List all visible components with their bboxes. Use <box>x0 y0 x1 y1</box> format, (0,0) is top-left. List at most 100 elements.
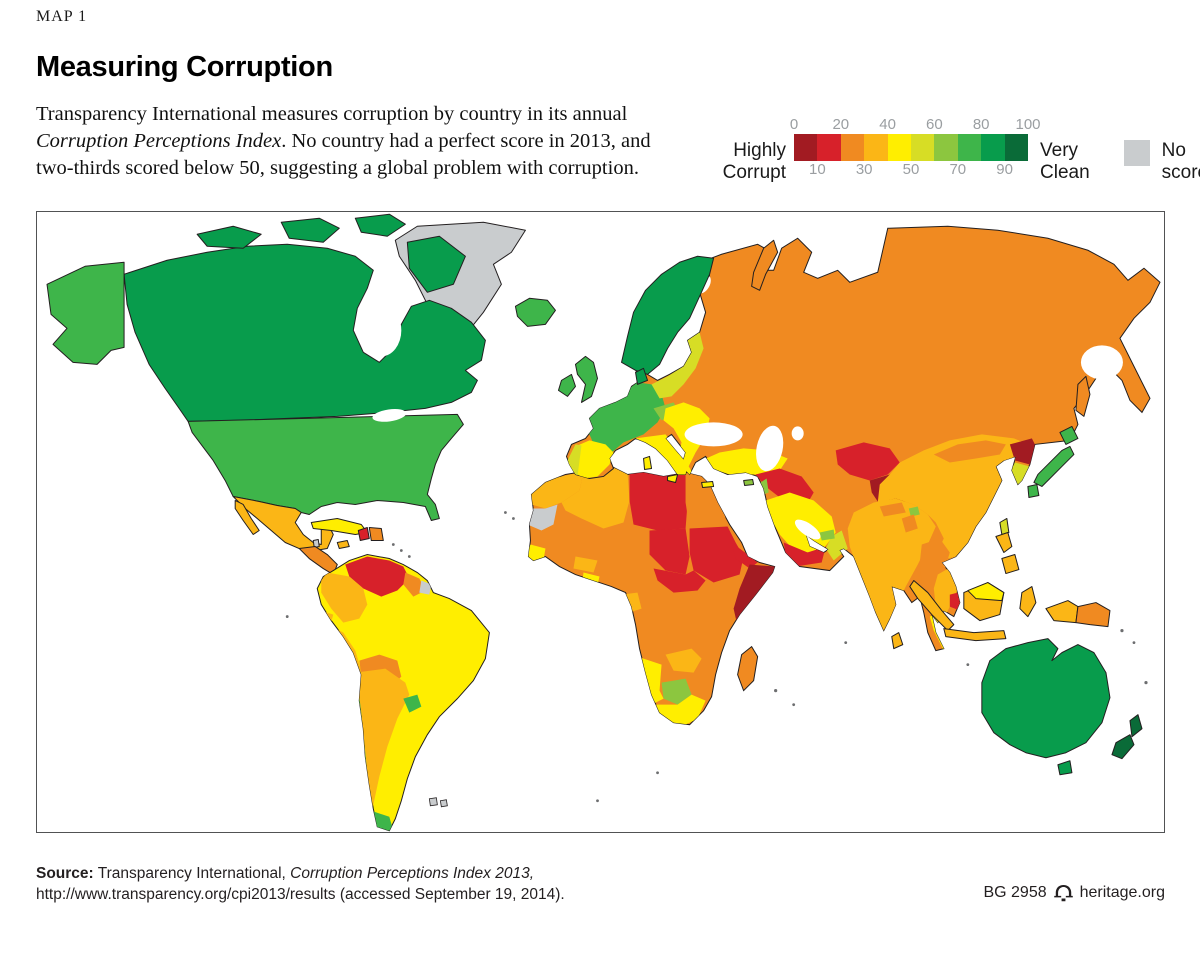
region-japan-hokkaido <box>1059 425 1079 445</box>
region-myanmar <box>919 538 950 609</box>
legend-band-60-70 <box>934 134 958 161</box>
region-indonesia-java <box>943 628 1007 642</box>
region-dominican-republic <box>368 527 384 542</box>
description: Transparency International measures corr… <box>36 101 664 182</box>
region-canada-arctic-island-2 <box>280 217 340 243</box>
legend-tick-60: 60 <box>926 116 943 133</box>
region-poland-baltics <box>651 332 704 399</box>
legend-no-score: No score <box>1123 116 1200 184</box>
legend-ticks-bottom: 10 30 50 70 90 <box>794 161 1028 179</box>
legend-band-50-60 <box>911 134 935 161</box>
legend-tick-30: 30 <box>855 161 873 178</box>
region-western-sahara <box>528 504 558 531</box>
region-falkland-islands <box>428 797 438 807</box>
hudson-bay <box>361 304 402 357</box>
region-senegal <box>528 544 546 563</box>
region-philippines-mindanao <box>1001 554 1020 575</box>
region-china <box>877 434 1034 563</box>
no-score-swatch <box>1123 140 1150 166</box>
legend-right-line2: Clean <box>1040 162 1090 183</box>
region-canada-arctic-island-3 <box>354 213 406 237</box>
region-mongolia <box>933 440 1006 463</box>
region-tasmania <box>1057 760 1073 776</box>
legend-left-label: Highly Corrupt <box>706 116 794 184</box>
legend-tick-0: 0 <box>789 116 799 133</box>
region-australia <box>981 638 1111 759</box>
brand-footer: BG 2958 heritage.org <box>983 884 1165 902</box>
region-falkland-islands-east <box>439 799 448 808</box>
legend-tick-40: 40 <box>879 116 896 133</box>
region-alaska <box>46 261 125 365</box>
region-japan-honshu <box>1033 445 1075 487</box>
region-morocco <box>528 472 584 509</box>
report-id: BG 2958 <box>983 884 1047 901</box>
legend-band-90-100 <box>1004 134 1029 161</box>
region-malaysia-borneo <box>967 582 1005 602</box>
region-botswana <box>661 678 692 705</box>
legend-tick-70: 70 <box>949 161 967 178</box>
legend-tick-90: 90 <box>996 161 1013 178</box>
region-cyprus <box>743 478 755 486</box>
region-sakhalin <box>1075 375 1091 417</box>
region-chad <box>649 528 690 575</box>
legend-color-bar <box>794 134 1029 161</box>
region-iceland <box>514 297 556 327</box>
legend-right-line1: Very <box>1040 140 1079 161</box>
world-map <box>36 211 1165 833</box>
legend-left-line2: Corrupt <box>722 162 786 183</box>
region-gabon <box>619 592 642 613</box>
legend-tick-20: 20 <box>832 116 850 133</box>
region-denmark <box>635 367 649 385</box>
source-label: Source: <box>36 865 94 882</box>
region-indonesia-sulawesi <box>1019 586 1037 618</box>
no-score-line2: score <box>1161 162 1200 183</box>
legend-band-20-30 <box>840 134 865 161</box>
legend-left-line1: Highly <box>733 140 786 161</box>
aral-sea <box>791 426 804 441</box>
region-venezuela <box>345 556 410 597</box>
region-japan-kyushu <box>1027 483 1040 498</box>
source-note: Source: Transparency International, Corr… <box>36 863 565 905</box>
region-scandinavia <box>621 255 715 375</box>
region-egypt <box>685 469 728 529</box>
legend-right-label: Very Clean <box>1028 116 1090 184</box>
region-papua-new-guinea <box>1075 602 1111 628</box>
region-haiti <box>357 527 370 542</box>
region-suriname <box>419 580 432 595</box>
description-part1: Transparency International measures corr… <box>36 102 628 125</box>
persian-gulf <box>794 519 821 540</box>
region-madagascar <box>737 645 759 692</box>
region-united-kingdom <box>574 355 598 403</box>
region-belize <box>312 539 320 549</box>
region-central-america-north <box>298 546 338 576</box>
region-nepal <box>879 502 906 517</box>
region-libya <box>629 468 688 531</box>
region-new-zealand-south <box>1111 734 1135 760</box>
region-novaya-zemlya <box>751 239 779 291</box>
region-indonesia-west-papua <box>1045 600 1079 624</box>
legend-ticks-top: 0 20 40 60 80 100 <box>790 116 1041 134</box>
region-north-korea <box>1009 438 1038 465</box>
region-bhutan <box>908 506 920 517</box>
description-italic: Corruption Perceptions Index <box>36 129 282 152</box>
no-score-label: No score <box>1150 116 1200 184</box>
source-text: Transparency International, <box>93 865 291 882</box>
region-sri-lanka <box>891 632 904 650</box>
region-mexico-baja <box>234 499 260 536</box>
region-taiwan <box>999 517 1010 536</box>
source-line2: http://www.transparency.org/cpi2013/resu… <box>36 886 565 903</box>
region-bangladesh <box>901 514 918 533</box>
region-zambia <box>665 648 702 673</box>
caspian-sea <box>756 425 784 472</box>
legend-tick-80: 80 <box>972 116 990 133</box>
legend-band-40-50 <box>887 134 912 161</box>
source-italic: Corruption Perceptions Index 2013, <box>290 865 535 882</box>
source-line1: Source: Transparency International, Corr… <box>36 863 565 884</box>
region-burkina-faso <box>573 556 598 573</box>
description-part2: . No country had a perfect score in 2013… <box>36 129 651 179</box>
region-jamaica <box>336 540 350 550</box>
region-western-europe <box>587 382 666 455</box>
map-kicker: MAP 1 <box>36 8 88 25</box>
region-crete <box>701 480 715 488</box>
region-sardinia <box>643 455 653 470</box>
